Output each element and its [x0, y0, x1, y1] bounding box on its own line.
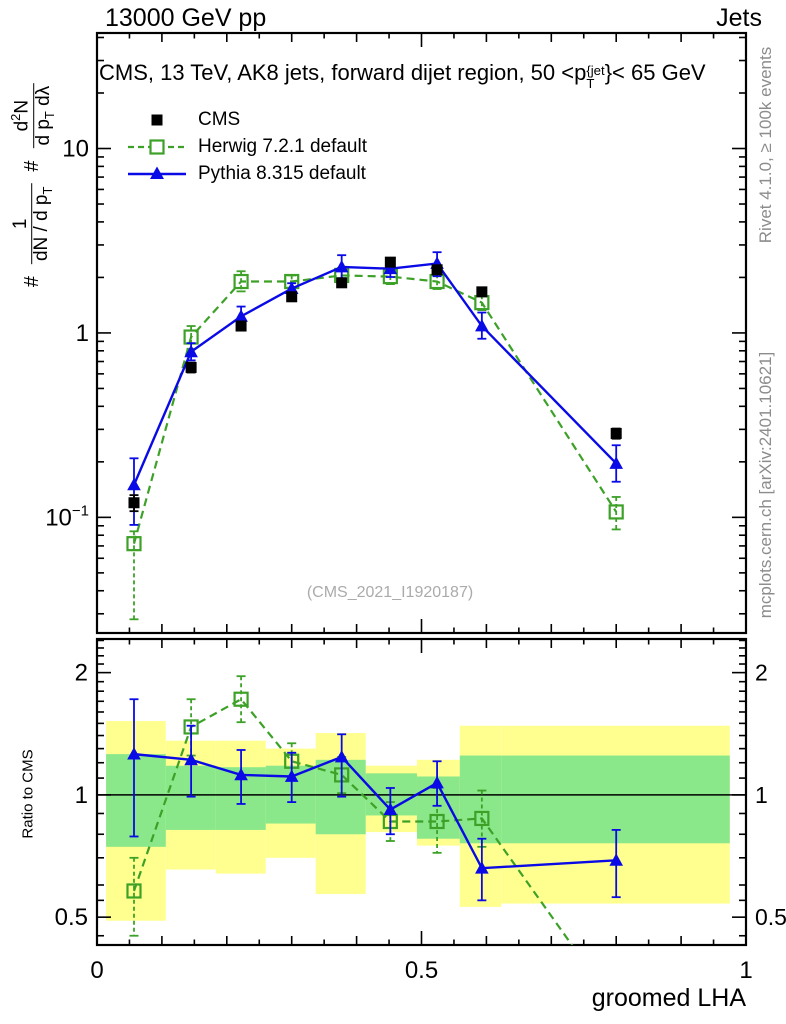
cms-data-point [384, 256, 396, 268]
pythia-data-point [383, 261, 398, 275]
pythia-data-point [184, 344, 198, 358]
rivet-version-note: Rivet 4.1.0, ≥ 100k events [756, 46, 775, 244]
cms-data-point [476, 286, 488, 298]
pythia-marker-icon [128, 166, 186, 179]
pythia-data-point [334, 749, 349, 763]
pythia-data-point [609, 853, 623, 866]
herwig-data-point [474, 810, 490, 827]
herwig-data-point [608, 504, 624, 520]
main-series-cms [128, 256, 622, 513]
herwig-line [132, 274, 618, 544]
legend: CMS Herwig 7.2.1 default Pythia 8.315 de… [128, 106, 367, 187]
axis-tick-label: 2 [75, 660, 88, 687]
cms-data-point [286, 291, 298, 303]
axis-tick-label: 10−1 [45, 502, 89, 531]
main-y-axis-label: # 1 dN / d pT # d2N d pT dλ [8, 82, 57, 288]
panel-title-suffix: }< 65 GeV [604, 60, 706, 85]
axis-tick-label: 1 [75, 782, 88, 809]
legend-label-pythia: Pythia 8.315 default [198, 162, 366, 184]
herwig-marker-icon [128, 138, 186, 155]
pythia-data-point [284, 769, 299, 782]
cms-data-point [610, 427, 622, 439]
legend-item-pythia: Pythia 8.315 default [128, 160, 367, 187]
herwig-data-point [233, 691, 249, 707]
green-band-bin [459, 755, 502, 844]
uncertainty-bands [106, 721, 730, 921]
herwig-data-point [429, 813, 445, 830]
ylabel-hash-1: # [21, 276, 44, 288]
axis-tick-label: 0.5 [405, 957, 438, 984]
beam-energy-label: 13000 GeV pp [105, 4, 267, 32]
axis-tick-label: 0.5 [55, 904, 88, 931]
cms-data-point [128, 497, 140, 509]
pythia-data-point [234, 309, 248, 322]
axis-tick-label: 0.5 [755, 904, 786, 930]
main-series-pythia [127, 251, 623, 526]
axis-ticks [96, 33, 747, 945]
pythia-line [132, 262, 618, 486]
process-label: Jets [716, 4, 762, 32]
ylabel-fraction-1: 1 dN / d pT [10, 183, 55, 265]
axis-tick-label: 1 [739, 957, 752, 984]
pt-superscript-stack: {jet T [586, 65, 604, 90]
ratio-series-pythia [127, 698, 623, 902]
pythia-data-point [234, 767, 248, 781]
main-series-herwig [126, 267, 624, 621]
legend-item-cms: CMS [128, 106, 367, 133]
mcplots-arxiv-note: mcplots.cern.ch [arXiv:2401.10621] [756, 351, 775, 619]
x-axis-label: groomed LHA [591, 984, 746, 1012]
pythia-data-point [609, 456, 623, 469]
pythia-data-point [383, 802, 398, 816]
panel-title: CMS, 13 TeV, AK8 jets, forward dijet reg… [99, 60, 706, 90]
cms-data-point [235, 320, 247, 332]
pythia-data-point [475, 319, 489, 332]
axis-tick-label: 0 [90, 957, 103, 984]
pythia-data-point [284, 281, 299, 294]
analysis-watermark: (CMS_2021_I1920187) [306, 584, 474, 601]
herwig-data-point [233, 273, 249, 290]
legend-label-herwig: Herwig 7.2.1 default [198, 135, 367, 157]
axis-tick-label: 2 [755, 660, 768, 686]
green-band-bin [501, 755, 730, 844]
ratio-y-axis-label: Ratio to CMS [19, 749, 37, 839]
panel-title-prefix: CMS, 13 TeV, AK8 jets, forward dijet reg… [99, 60, 587, 85]
herwig-data-point [126, 883, 142, 899]
pythia-data-point [475, 861, 489, 874]
legend-label-cms: CMS [198, 108, 241, 130]
pythia-data-point [334, 259, 349, 273]
axis-tick-label: 1 [755, 782, 768, 808]
herwig-data-point [126, 536, 142, 552]
ylabel-hash-2: # [21, 160, 44, 172]
ylabel-fraction-2: d2N d pT dλ [8, 82, 57, 149]
legend-item-herwig: Herwig 7.2.1 default [128, 133, 367, 160]
pythia-data-point [184, 752, 198, 766]
axis-tick-label: 1 [76, 320, 89, 347]
pt-subscript: T [586, 75, 595, 91]
green-band-bin [106, 754, 166, 847]
pt-superscript: {jet [586, 63, 605, 79]
cms-marker-icon [151, 114, 163, 125]
pythia-data-point [430, 775, 444, 789]
pythia-data-point [127, 747, 141, 760]
axis-tick-label: 10 [62, 136, 89, 163]
pythia-data-point [127, 477, 141, 491]
cms-data-point [336, 277, 348, 289]
cms-data-point [431, 264, 443, 276]
cms-data-point [185, 361, 197, 373]
